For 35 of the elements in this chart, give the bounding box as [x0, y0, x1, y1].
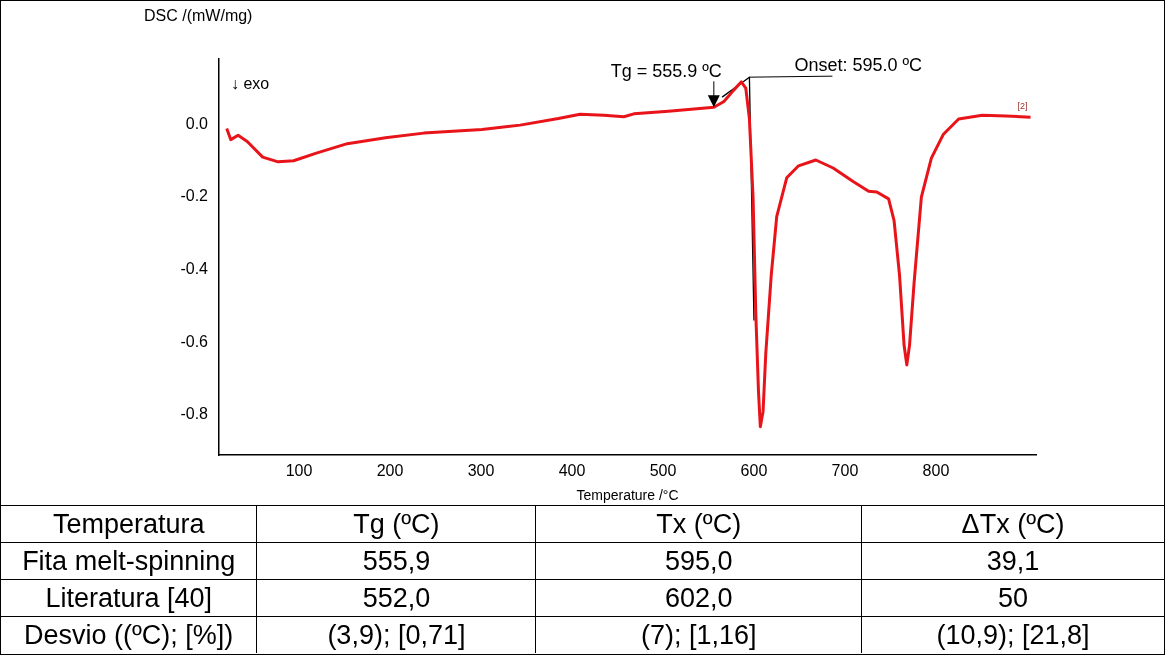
text: Desvio ((ºC); [%]) — [1, 616, 257, 653]
x-tick-label: 600 — [740, 462, 768, 480]
text: 555,9 — [256, 542, 536, 580]
x-axis-title: Temperature /°C — [576, 487, 679, 504]
y-tick-label: -0.2 — [180, 187, 209, 205]
text: Tg (ºC) — [256, 505, 536, 543]
annotation: [2] — [1017, 101, 1028, 112]
text: 602,0 — [535, 579, 862, 617]
y-tick-label: -0.8 — [180, 405, 209, 423]
y-axis-title: DSC /(mW/mg) — [144, 7, 253, 24]
text: Temperatura — [1, 505, 257, 543]
x-tick-label: 400 — [558, 462, 586, 480]
annotation: Tg = 555.9 ºC — [610, 61, 722, 82]
text: Fita melt-spinning — [1, 542, 257, 580]
text: 595,0 — [535, 542, 862, 580]
text: Literatura [40] — [1, 579, 257, 617]
x-tick-label: 300 — [467, 462, 495, 480]
x-tick-label: 100 — [285, 462, 313, 480]
x-tick-label: 800 — [922, 462, 950, 480]
y-tick-label: -0.4 — [180, 260, 209, 278]
x-tick-label: 200 — [376, 462, 404, 480]
text: (10,9); [21,8] — [861, 616, 1164, 653]
annotation: Onset: 595.0 ºC — [794, 55, 923, 76]
annotation: ↓ exo — [231, 75, 270, 92]
text: (7); [1,16] — [535, 616, 862, 653]
y-tick-label: 0.0 — [185, 114, 209, 132]
text: 552,0 — [256, 579, 536, 617]
text: (3,9); [0,71] — [256, 616, 536, 653]
y-tick-label: -0.6 — [180, 332, 209, 350]
text: ΔTx (ºC) — [861, 505, 1164, 543]
text: Tx (ºC) — [535, 505, 862, 543]
x-tick-label: 500 — [649, 462, 677, 480]
text: 39,1 — [861, 542, 1164, 580]
text: 50 — [861, 579, 1164, 617]
x-tick-label: 700 — [831, 462, 859, 480]
